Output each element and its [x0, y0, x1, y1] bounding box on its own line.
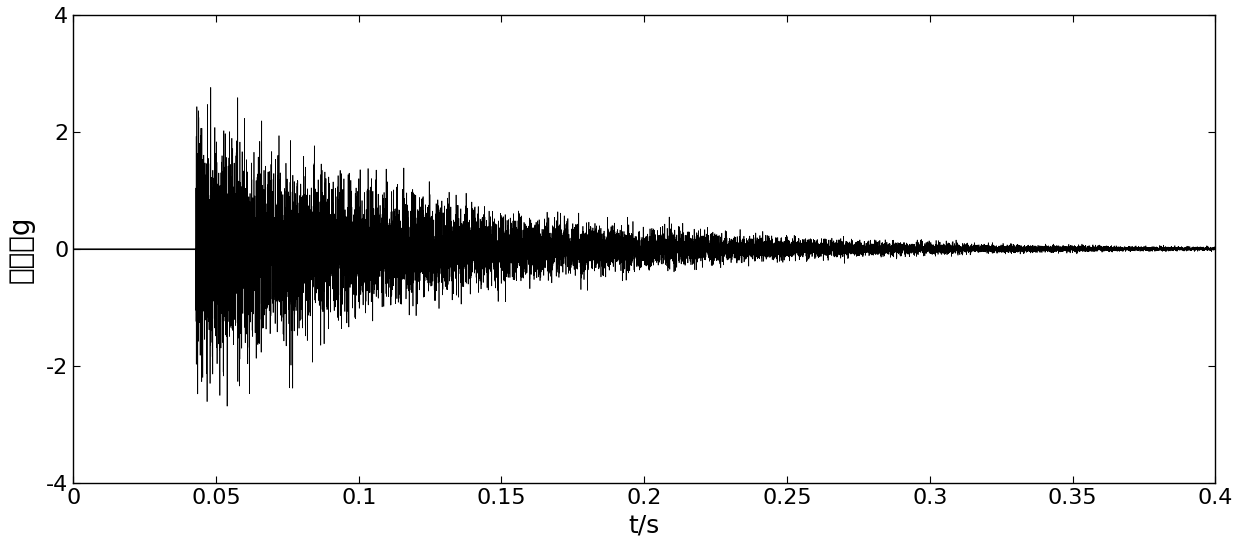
X-axis label: t/s: t/s [629, 513, 660, 537]
Y-axis label: 加速度g: 加速度g [7, 215, 35, 282]
